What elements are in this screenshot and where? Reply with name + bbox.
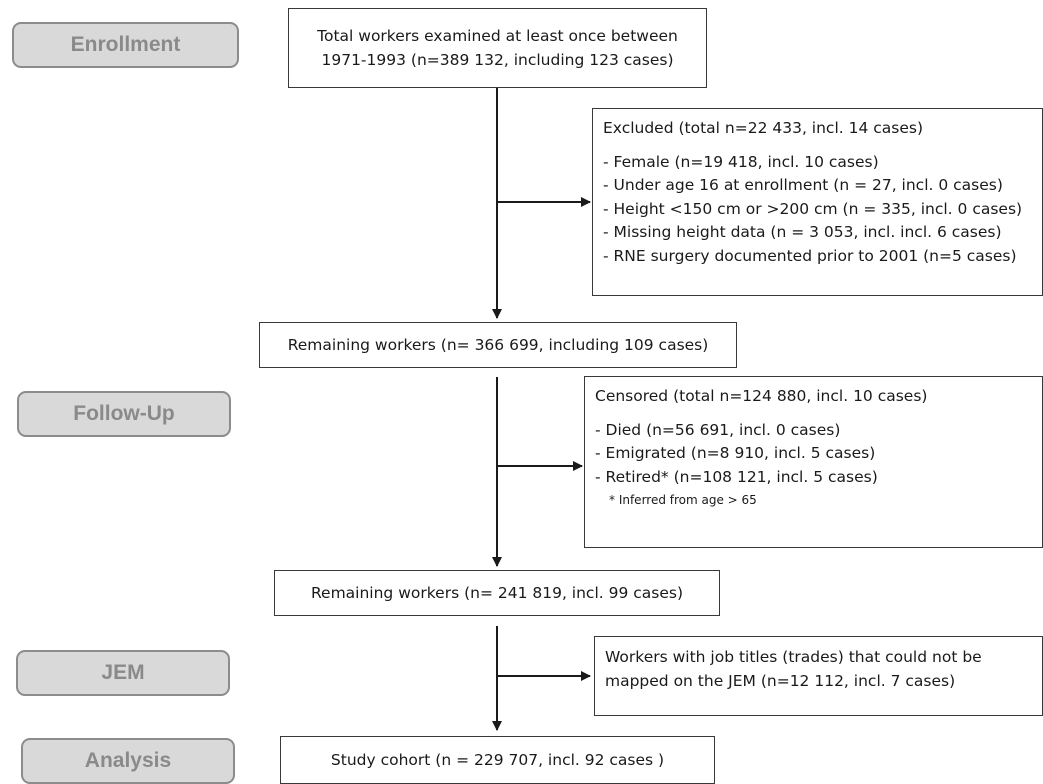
excluded-item: - Female (n=19 418, incl. 10 cases): [603, 152, 879, 171]
excluded-title: Excluded (total n=22 433, incl. 14 cases…: [603, 119, 924, 137]
total-workers-line-2: 1971-1993 (n=389 132, including 123 case…: [321, 51, 674, 69]
remaining-workers-2-text: Remaining workers (n= 241 819, incl. 99 …: [310, 584, 684, 602]
total-workers-box: Total workers examined at least once bet…: [288, 8, 707, 88]
censored-item: - Emigrated (n=8 910, incl. 5 cases): [595, 444, 876, 462]
censored-item: - Died (n=56 691, incl. 0 cases): [595, 420, 841, 439]
phase-analysis: Analysis: [21, 738, 235, 784]
censored-box: Censored (total n=124 880, incl. 10 case…: [584, 376, 1043, 548]
jem-exclusion-line-2: mapped on the JEM (n=12 112, incl. 7 cas…: [605, 671, 956, 690]
censored-title: Censored (total n=124 880, incl. 10 case…: [595, 387, 928, 405]
phase-jem: JEM: [16, 650, 230, 696]
phase-enrollment: Enrollment: [12, 22, 239, 68]
remaining-workers-1-text: Remaining workers (n= 366 699, including…: [287, 336, 709, 354]
study-cohort-text: Study cohort (n = 229 707, incl. 92 case…: [330, 751, 665, 769]
censored-item: - Retired* (n=108 121, incl. 5 cases): [595, 467, 878, 486]
excluded-item: - Height <150 cm or >200 cm (n = 335, in…: [603, 199, 1023, 218]
remaining-workers-2-box: Remaining workers (n= 241 819, incl. 99 …: [274, 570, 720, 616]
total-workers-line-1: Total workers examined at least once bet…: [317, 27, 678, 45]
remaining-workers-1-box: Remaining workers (n= 366 699, including…: [259, 322, 737, 368]
jem-exclusion-box: Workers with job titles (trades) that co…: [594, 636, 1043, 716]
excluded-item: - Under age 16 at enrollment (n = 27, in…: [603, 176, 1003, 194]
study-cohort-box: Study cohort (n = 229 707, incl. 92 case…: [280, 736, 715, 784]
excluded-box: Excluded (total n=22 433, incl. 14 cases…: [592, 108, 1043, 296]
jem-exclusion-line-1: Workers with job titles (trades) that co…: [605, 648, 982, 666]
excluded-item: - Missing height data (n = 3 053, incl. …: [603, 223, 1002, 241]
censored-footnote: * Inferred from age > 65: [609, 493, 757, 507]
phase-follow-up: Follow-Up: [17, 391, 231, 437]
excluded-item: - RNE surgery documented prior to 2001 (…: [603, 246, 1017, 265]
